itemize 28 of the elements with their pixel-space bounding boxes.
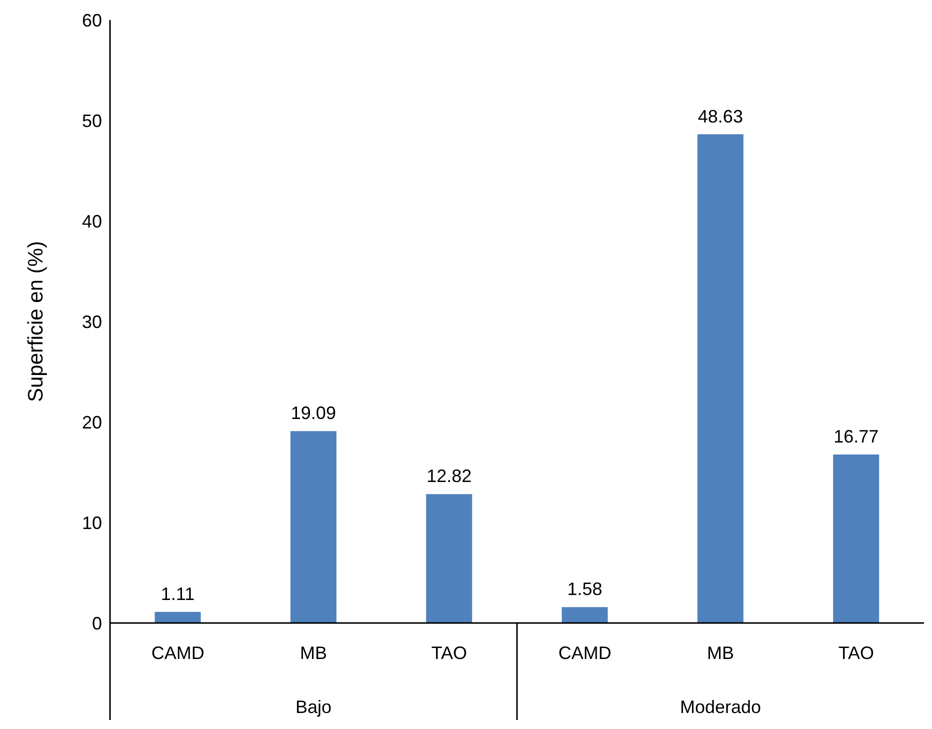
y-tick-label: 0	[92, 613, 102, 634]
bar	[697, 134, 744, 623]
text: Bajo	[295, 697, 332, 717]
text: Moderado	[680, 697, 762, 717]
y-tick-label: 10	[82, 512, 102, 533]
data-label: 19.09	[290, 403, 336, 424]
x-tick-label: TAO	[431, 643, 468, 663]
data-label: 12.82	[426, 466, 472, 486]
y-tick-label: 40	[82, 211, 102, 232]
bar	[154, 612, 201, 623]
y-tick-label: 30	[82, 312, 102, 332]
x-tick-label: CAMD	[151, 643, 204, 663]
data-label: 16.77	[834, 426, 879, 446]
data-label: 1.11	[160, 584, 195, 604]
x-tick-label: TAO	[838, 643, 874, 663]
y-axis-title: Superficie en (%)	[24, 240, 48, 402]
x-tick-label: MB	[707, 643, 734, 663]
y-tick-label: 20	[82, 412, 102, 432]
bar	[426, 494, 472, 623]
bar	[290, 431, 336, 623]
bar	[833, 454, 880, 623]
data-label: 48.63	[698, 106, 743, 126]
x-tick-label: MB	[300, 643, 327, 663]
bar	[562, 607, 608, 623]
x-tick-label: CAMD	[558, 643, 612, 663]
y-tick-label: 60	[82, 10, 102, 30]
data-label: 1.58	[567, 579, 602, 600]
y-tick-label: 50	[82, 110, 102, 131]
